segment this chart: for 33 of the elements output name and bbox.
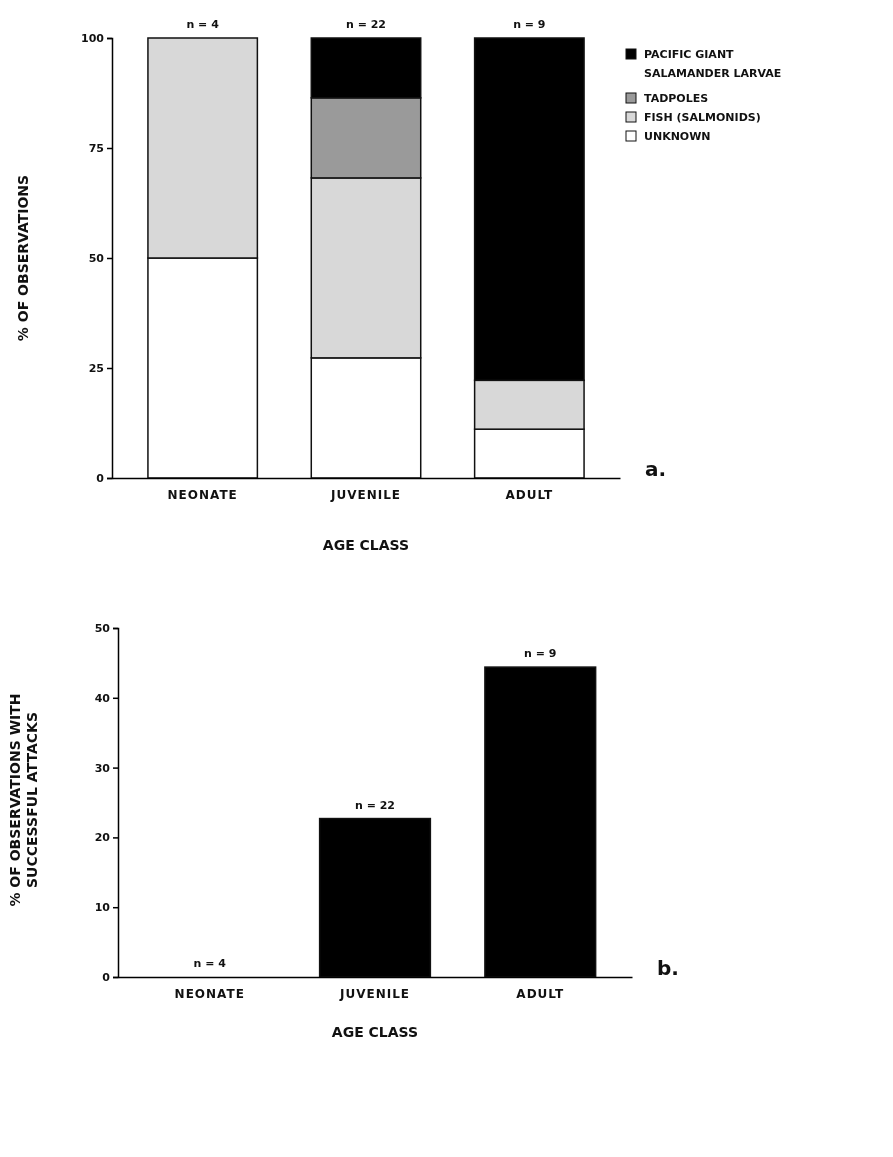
x-tick-label: JUVENILE <box>338 986 411 1001</box>
annotation: n = 22 <box>354 798 396 812</box>
y-tick-label: 40 <box>94 691 111 705</box>
x-tick-label: NEONATE <box>174 986 245 1001</box>
x-axis-title: AGE CLASS <box>322 537 410 553</box>
y-axis-title: % OF OBSERVATIONS WITH SUCCESSFUL ATTACKS <box>7 693 40 907</box>
y-tick-label: 10 <box>94 901 111 915</box>
text: b. <box>657 956 679 980</box>
y-tick-label: 30 <box>94 761 111 775</box>
legend-label: TADPOLES <box>644 92 709 105</box>
annotation: n = 4 <box>186 18 220 31</box>
text: a. <box>645 457 667 481</box>
legend-label: UNKNOWN <box>644 130 711 143</box>
y-tick-label: 25 <box>88 362 104 376</box>
y-tick-label: 0 <box>102 971 111 985</box>
x-tick-label: ADULT <box>516 986 565 1001</box>
x-tick-label: JUVENILE <box>329 487 402 502</box>
legend-label: FISH (SALMONIDS) <box>644 111 761 124</box>
y-tick-label: 20 <box>94 831 111 845</box>
y-axis-title: % OF OBSERVATIONS <box>15 174 31 342</box>
x-tick-label: ADULT <box>505 487 554 502</box>
y-tick-label: 75 <box>88 142 104 156</box>
legend-label: PACIFIC GIANT SALAMANDER LARVAE <box>644 48 782 80</box>
annotation: n = 22 <box>345 18 387 31</box>
annotation: n = 9 <box>524 647 557 661</box>
annotation: n = 9 <box>513 18 546 31</box>
y-tick-label: 50 <box>94 622 111 636</box>
y-tick-label: 0 <box>96 472 105 486</box>
x-tick-label: NEONATE <box>167 487 238 502</box>
annotation: n = 4 <box>193 957 227 970</box>
x-axis-title: AGE CLASS <box>331 1024 419 1040</box>
y-tick-label: 100 <box>81 32 105 46</box>
y-tick-label: 50 <box>88 252 105 266</box>
